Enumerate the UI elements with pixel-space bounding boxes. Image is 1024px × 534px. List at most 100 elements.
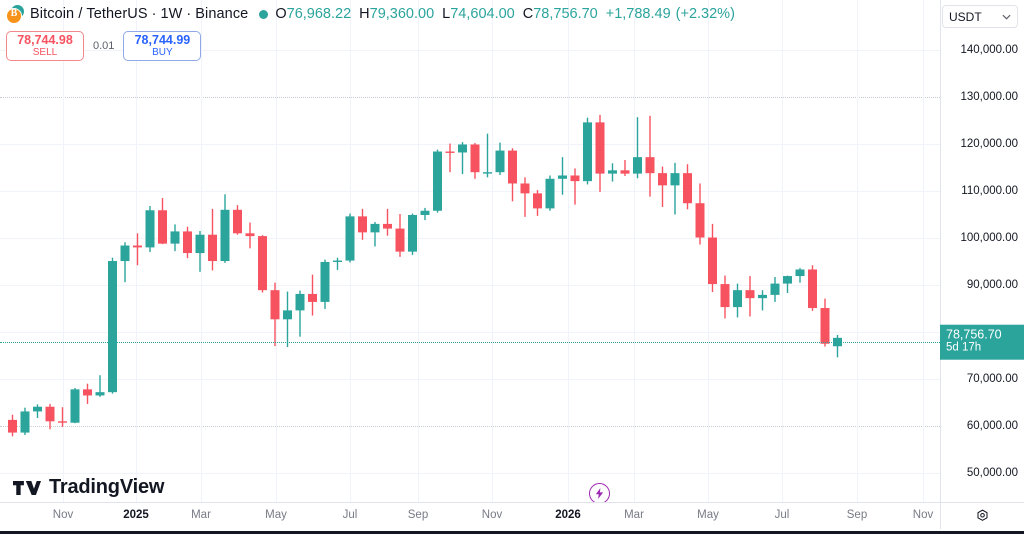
time-axis-label: 2025 — [123, 509, 149, 521]
legend-separator-1: · — [151, 6, 157, 22]
gridline-vertical — [923, 0, 924, 505]
ohlc-close-label: C — [522, 6, 534, 22]
candlestick — [658, 166, 667, 207]
candlestick — [83, 383, 92, 404]
price-axis-label: 70,000.00 — [966, 373, 1018, 385]
candlestick — [308, 274, 317, 316]
chevron-down-icon — [1002, 14, 1011, 20]
gear-icon[interactable] — [940, 503, 1024, 529]
ohlc-close-value: 78,756.70 — [533, 6, 598, 22]
ohlc-close: C78,756.70 — [523, 6, 598, 22]
candlestick — [420, 207, 430, 221]
candlestick — [283, 291, 292, 348]
gridline-horizontal — [0, 238, 940, 239]
currency-select[interactable]: USDT — [942, 5, 1018, 28]
candlestick — [20, 407, 30, 435]
ohlc-open-label: O — [275, 6, 287, 22]
candlestick — [733, 283, 742, 318]
candlestick — [295, 290, 305, 337]
candlestick — [395, 214, 405, 257]
time-axis-label: May — [265, 509, 287, 521]
candlestick — [70, 387, 80, 424]
candlestick — [620, 159, 630, 176]
price-axis-label: 90,000.00 — [966, 279, 1018, 291]
candlestick — [483, 133, 492, 178]
candlestick — [208, 208, 217, 271]
interval-label[interactable]: 1W — [160, 6, 183, 22]
legend-separator-2: · — [186, 6, 192, 22]
candlestick — [220, 194, 230, 263]
quantity-value: 0.01 — [93, 40, 115, 52]
candlestick — [145, 206, 155, 253]
lightning-bolt-glyph — [595, 488, 604, 499]
buy-label: BUY — [152, 47, 173, 59]
gridline-horizontal — [0, 50, 940, 51]
time-axis-label: Jul — [774, 509, 790, 521]
candlestick — [508, 148, 517, 202]
candlestick — [270, 282, 280, 347]
ohlc-low-value: 74,604.00 — [450, 6, 515, 22]
gridline-horizontal — [0, 379, 940, 380]
quantity-input[interactable]: 0.01 — [93, 40, 114, 52]
candlestick — [345, 213, 355, 263]
market-status-dot[interactable] — [259, 9, 269, 19]
candlestick — [95, 375, 105, 397]
price-axis-label: 120,000.00 — [960, 138, 1018, 150]
price-axis[interactable]: 140,000.00 130,000.00 120,000.00 110,000.00… — [940, 0, 1024, 505]
price-axis-label: 100,000.00 — [960, 232, 1018, 244]
chart-legend[interactable]: Bitcoin / TetherUS · 1W · Binance O76,96… — [0, 0, 940, 28]
candlestick — [33, 404, 42, 419]
candlestick — [608, 163, 617, 182]
ohlc-open: O76,968.22 — [275, 6, 351, 22]
price-axis-label: 140,000.00 — [960, 44, 1018, 56]
candlestick — [595, 114, 605, 192]
ohlc-high: H79,360.00 — [359, 6, 434, 22]
price-axis-label: 60,000.00 — [966, 420, 1018, 432]
gridline-vertical — [418, 0, 419, 505]
candlestick — [320, 259, 330, 309]
candlestick — [558, 157, 567, 195]
candlestick — [58, 407, 67, 427]
gridline-vertical — [276, 0, 277, 505]
sell-label: SELL — [32, 47, 58, 59]
candlestick — [783, 275, 792, 293]
candlestick — [408, 213, 417, 255]
candlestick — [833, 335, 842, 358]
candlestick — [583, 117, 592, 185]
gridline-horizontal — [0, 144, 940, 145]
lightning-bolt-icon[interactable] — [589, 483, 610, 504]
time-axis[interactable]: Nov 2025 Mar May Jul Sep Nov 2026 Mar May Jul Sep No… — [0, 502, 1024, 529]
buy-button[interactable]: 78,744.99 BUY — [123, 31, 202, 61]
change-percent: (+2.32%) — [675, 6, 735, 22]
candlestick — [258, 235, 267, 293]
candlestick — [458, 142, 467, 175]
gridline-horizontal — [0, 191, 940, 192]
tradingview-watermark-name: TradingView — [49, 476, 165, 498]
candlestick — [758, 290, 767, 311]
candlestick — [170, 224, 180, 252]
candlestick — [633, 117, 642, 179]
candlestick — [445, 143, 455, 173]
ohlc-high-value: 79,360.00 — [369, 6, 435, 22]
candlestick — [770, 277, 780, 302]
price-axis-label: 50,000.00 — [966, 467, 1018, 479]
chart-pane[interactable] — [0, 0, 940, 505]
gridline-horizontal — [0, 332, 940, 333]
candlestick — [133, 233, 142, 266]
candlestick — [8, 414, 17, 437]
candlestick — [545, 175, 555, 211]
bitcoin-icon — [6, 4, 25, 24]
time-axis-label: 2026 — [555, 509, 581, 521]
time-axis-label: Nov — [481, 509, 503, 521]
current-price-tag[interactable]: 78,756.70 5d 17h — [940, 324, 1024, 360]
exchange-label[interactable]: Binance — [195, 6, 249, 22]
sell-button[interactable]: 78,744.98 SELL — [6, 31, 84, 61]
candlestick — [645, 115, 655, 197]
symbol-name[interactable]: Bitcoin / TetherUS — [30, 6, 148, 22]
ohlc-low: L74,604.00 — [442, 6, 515, 22]
gridline-vertical — [63, 0, 64, 505]
tradingview-watermark: TradingView — [13, 476, 164, 499]
candlestick — [433, 149, 442, 213]
gridline-horizontal — [0, 97, 940, 98]
